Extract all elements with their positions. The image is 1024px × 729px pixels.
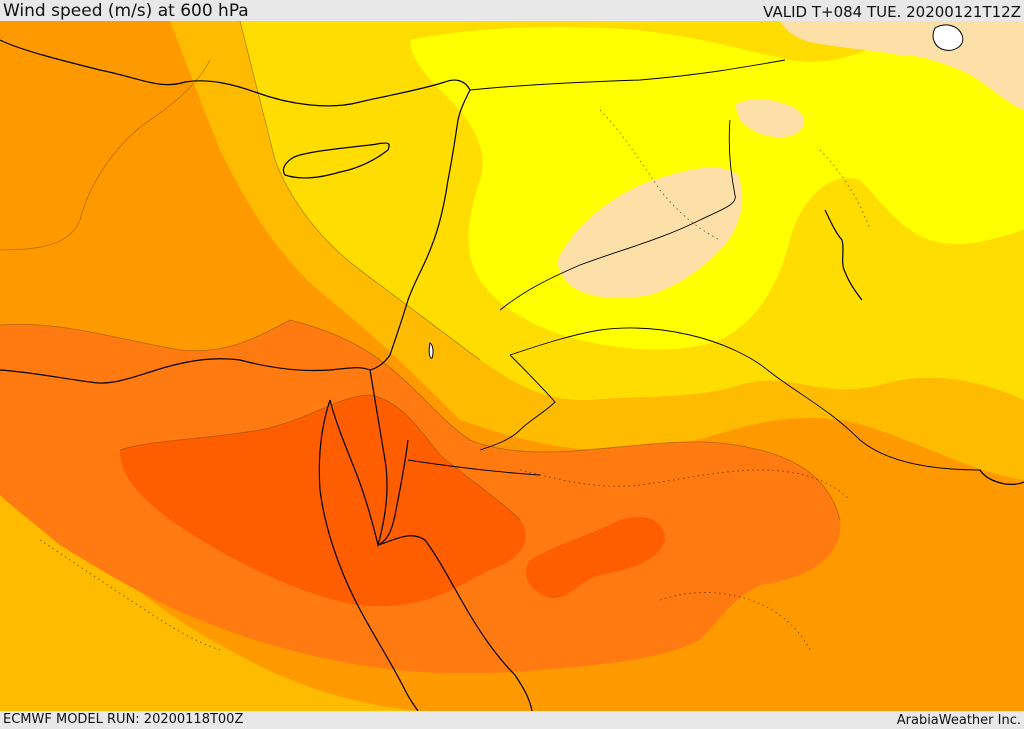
wind-band-lt-10-syria	[558, 167, 743, 298]
isotach-lines	[0, 21, 841, 521]
dead-sea	[428, 342, 434, 359]
country-borders	[407, 59, 981, 476]
wind-band-gt-35-sinai	[120, 395, 526, 607]
wind-band-lt-10-northeast	[780, 21, 1024, 110]
wind-band-gt-35-arabia	[526, 516, 665, 599]
water-bodies	[428, 24, 964, 359]
gulf-of-aqaba	[377, 439, 409, 546]
title-bar: Wind speed (m/s) at 600 hPa VALID T+084 …	[0, 0, 1024, 21]
north-africa-coast	[0, 358, 371, 384]
wind-band-lt-10-iran	[735, 99, 805, 138]
lake-van	[932, 24, 964, 51]
levant-coast	[369, 119, 459, 371]
red-sea-east	[377, 535, 533, 711]
cyprus	[282, 142, 390, 179]
turkey-coast	[0, 39, 471, 121]
valid-time-label: VALID T+084 TUE. 20200121T12Z	[763, 3, 1021, 21]
wind-band-20-25-southwest	[0, 480, 420, 711]
coastlines	[0, 39, 1024, 711]
red-sea-west	[318, 399, 419, 711]
credit-label: ArabiaWeather Inc.	[896, 713, 1021, 728]
dotted-contours	[39, 109, 871, 651]
kuwait-coast	[824, 209, 863, 301]
wind-speed-map	[0, 21, 1024, 711]
map-title: Wind speed (m/s) at 600 hPa	[3, 1, 249, 21]
model-run-label: ECMWF MODEL RUN: 20200118T00Z	[3, 712, 244, 727]
footer-bar: ECMWF MODEL RUN: 20200118T00Z ArabiaWeat…	[0, 711, 1024, 729]
persian-gulf-coast	[979, 469, 1024, 485]
